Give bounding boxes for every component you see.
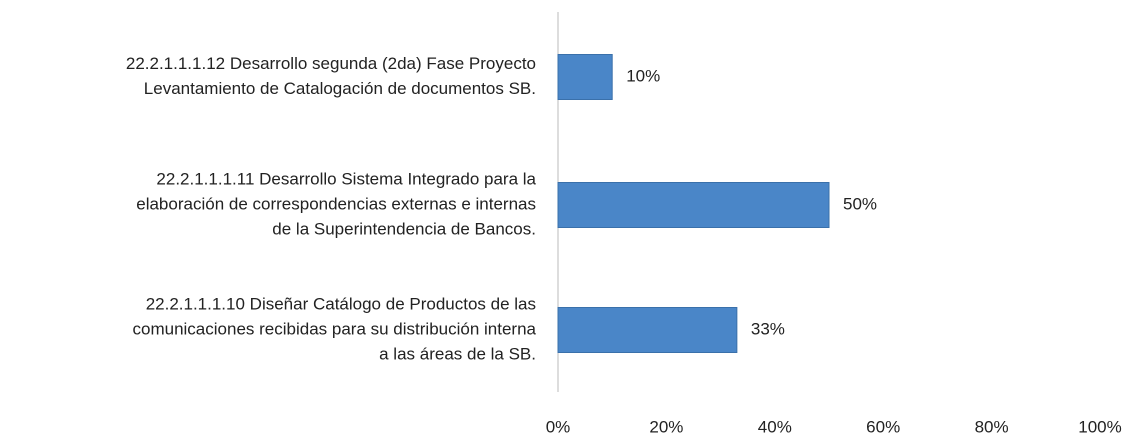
category-label: 22.2.1.1.1.10 Diseñar Catálogo de Produc…	[146, 294, 536, 313]
value-label: 50%	[843, 194, 877, 213]
x-tick-label: 60%	[866, 417, 900, 436]
category-label: 22.2.1.1.1.11 Desarrollo Sistema Integra…	[156, 169, 536, 188]
category-label: 22.2.1.1.1.12 Desarrollo segunda (2da) F…	[126, 54, 536, 73]
value-label: 10%	[626, 66, 660, 85]
x-tick-label: 20%	[649, 417, 683, 436]
category-label: Levantamiento de Catalogación de documen…	[144, 79, 536, 98]
x-tick-label: 0%	[546, 417, 571, 436]
bar	[557, 307, 738, 353]
category-label: a las áreas de la SB.	[379, 344, 536, 363]
category-label: elaboración de correspondencias externas…	[136, 194, 536, 213]
category-label: comunicaciones recibidas para su distrib…	[133, 319, 537, 338]
value-label: 33%	[751, 319, 785, 338]
x-tick-label: 100%	[1078, 417, 1121, 436]
bar	[557, 54, 613, 100]
x-tick-label: 80%	[975, 417, 1009, 436]
x-tick-label: 40%	[758, 417, 792, 436]
category-label: de la Superintendencia de Bancos.	[272, 219, 536, 238]
bar	[557, 182, 830, 228]
